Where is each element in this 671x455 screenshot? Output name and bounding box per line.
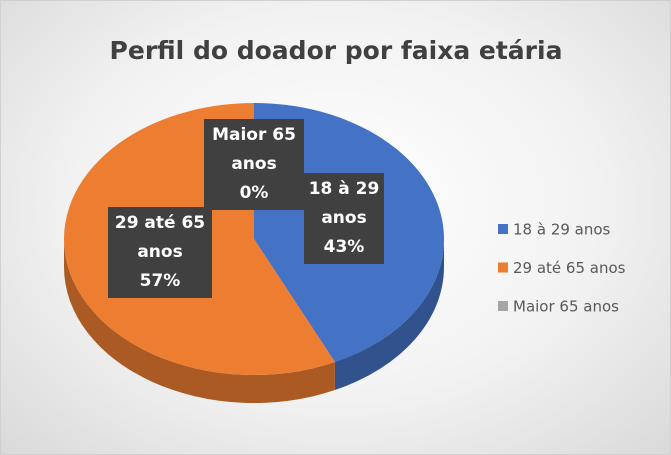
data-label: 29 até 65 anos 57% [108, 207, 212, 298]
pie-side [334, 239, 444, 391]
legend-label: 29 até 65 anos [513, 259, 626, 277]
data-label-category: Maior 65 anos [212, 125, 296, 174]
legend-label: Maior 65 anos [513, 298, 619, 316]
data-label-category: 29 até 65 anos [114, 213, 206, 262]
legend-label: 18 à 29 anos [513, 221, 611, 239]
pie-side [64, 239, 335, 404]
data-label: Maior 65 anos 0% [204, 119, 304, 210]
legend-swatch [498, 262, 508, 273]
data-label-value: 43% [323, 237, 365, 257]
data-label-value: 57% [139, 271, 181, 291]
legend-swatch [498, 301, 508, 311]
legend-swatch [498, 224, 508, 234]
pie-sides [64, 239, 444, 404]
data-label-category: 18 à 29 anos [308, 179, 380, 228]
chart-title: Perfil do doador por faixa etária [110, 36, 563, 65]
data-label: 18 à 29 anos 43% [304, 173, 384, 264]
data-label-value: 0% [239, 183, 269, 203]
